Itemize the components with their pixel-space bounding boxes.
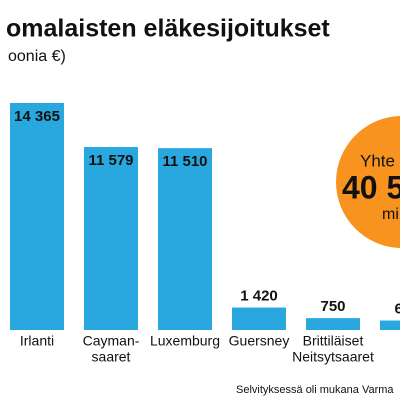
badge-text: Yhte	[360, 151, 395, 170]
bar	[232, 307, 286, 330]
x-tick-label: Brittiläiset	[303, 333, 364, 349]
x-tick-label: Neitsytsaaret	[292, 349, 374, 365]
value-label: 11 579	[88, 152, 133, 169]
bar	[306, 318, 360, 330]
chart-title: omalaisten eläkesijoitukset	[6, 15, 330, 43]
x-tick-label: Luxemburg	[150, 333, 220, 349]
bar	[380, 320, 400, 330]
value-label: 750	[320, 298, 345, 315]
chart-subtitle: oonia €)	[8, 48, 66, 65]
x-tick-label: Cayman-	[83, 333, 140, 349]
x-tick-label: Irlanti	[20, 333, 54, 349]
value-label: 600	[394, 300, 400, 317]
value-label: 1 420	[240, 288, 278, 305]
badge-total: 40 5	[342, 169, 400, 205]
source-note: Selvityksessä oli mukana Varma	[236, 384, 394, 396]
x-tick-label: Guersney	[229, 333, 290, 349]
x-tick-label: saaret	[92, 349, 131, 365]
value-label: 11 510	[162, 153, 207, 170]
bar	[84, 147, 138, 330]
bar	[10, 103, 64, 330]
value-label: 14 365	[14, 108, 60, 125]
total-badge	[336, 116, 400, 248]
bar	[158, 148, 212, 330]
badge-text: mi	[382, 206, 399, 223]
